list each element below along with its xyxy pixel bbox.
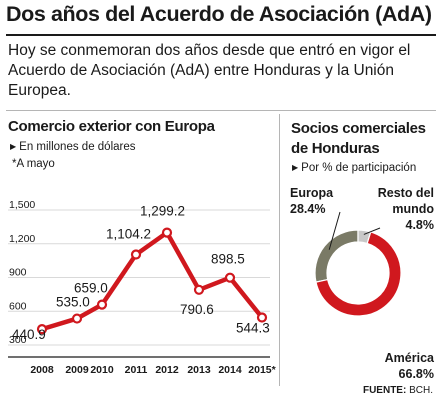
slice-europa [314, 229, 359, 283]
x-tick-label: 2012 [155, 364, 179, 376]
line-chart-unit-note: ▶ En millones de dólares [10, 141, 136, 153]
y-tick-label: 600 [9, 300, 27, 312]
data-point [71, 313, 83, 324]
triangle-right-icon: ▶ [292, 163, 299, 172]
pie-label-resto-line1: Resto del [378, 186, 434, 200]
source-note: FUENTE: BCH. [363, 385, 433, 396]
data-label: 659.0 [74, 281, 108, 296]
pie-value-resto: 4.8% [406, 218, 435, 232]
pie-value-america: 66.8% [399, 367, 434, 381]
pie-value-europa: 28.4% [290, 202, 325, 216]
data-point [36, 324, 48, 335]
x-tick-label: 2008 [30, 364, 54, 376]
x-tick-label: 2010 [90, 364, 114, 376]
pie-chart-unit-text: Por % de participación [301, 162, 417, 174]
source-value: BCH. [409, 385, 433, 396]
page-subtitle: Hoy se conmemoran dos años desde que ent… [8, 42, 411, 99]
section-divider [6, 110, 436, 111]
leader-line-europa [328, 211, 341, 250]
data-point [130, 249, 142, 260]
line-chart-footnote: *A mayo [12, 158, 55, 170]
triangle-right-icon: ▶ [10, 142, 17, 151]
y-tick-label: 300 [9, 334, 27, 346]
x-tick-label: 2009 [65, 364, 89, 376]
pie-label-america: América [385, 351, 435, 365]
x-tick-label: 2014 [218, 364, 242, 376]
pie-chart-unit-note: ▶ Por % de participación [292, 162, 416, 174]
data-label: 790.6 [180, 302, 214, 317]
title-divider [6, 34, 436, 36]
data-label: 898.5 [211, 252, 245, 267]
line-chart-title: Comercio exterior con Europa [8, 118, 215, 135]
x-tick-label: 2011 [125, 364, 148, 376]
data-point [193, 284, 205, 295]
y-tick-label: 1,500 [9, 199, 35, 211]
source-label: FUENTE: [362, 385, 407, 396]
data-point [96, 299, 108, 310]
data-point [224, 272, 236, 283]
pie-chart-title-line2: de Honduras [291, 140, 380, 157]
x-tick-label: 2013 [187, 364, 211, 376]
data-label: 1,299.2 [140, 204, 185, 219]
y-tick-label: 900 [9, 267, 27, 279]
x-tick-label: 2015* [248, 364, 276, 376]
pie-chart-title-line1: Socios comerciales [291, 120, 426, 137]
data-label: 440.9 [12, 327, 46, 342]
page-title: Dos años del Acuerdo de Asociación (AdA) [6, 2, 432, 26]
data-point [161, 227, 173, 238]
y-tick-label: 1,200 [9, 233, 35, 245]
slice-america [315, 231, 402, 317]
pie-label-europa: Europa [290, 186, 334, 200]
data-label: 1,104.2 [106, 227, 151, 242]
data-point [256, 312, 268, 323]
pie-label-resto-line2: mundo [392, 202, 434, 216]
data-label: 535.0 [56, 295, 90, 310]
leader-line-resto [363, 227, 381, 235]
data-label: 544.3 [236, 321, 270, 336]
panel-divider [279, 114, 280, 386]
line-chart-unit-text: En millones de dólares [19, 141, 136, 153]
